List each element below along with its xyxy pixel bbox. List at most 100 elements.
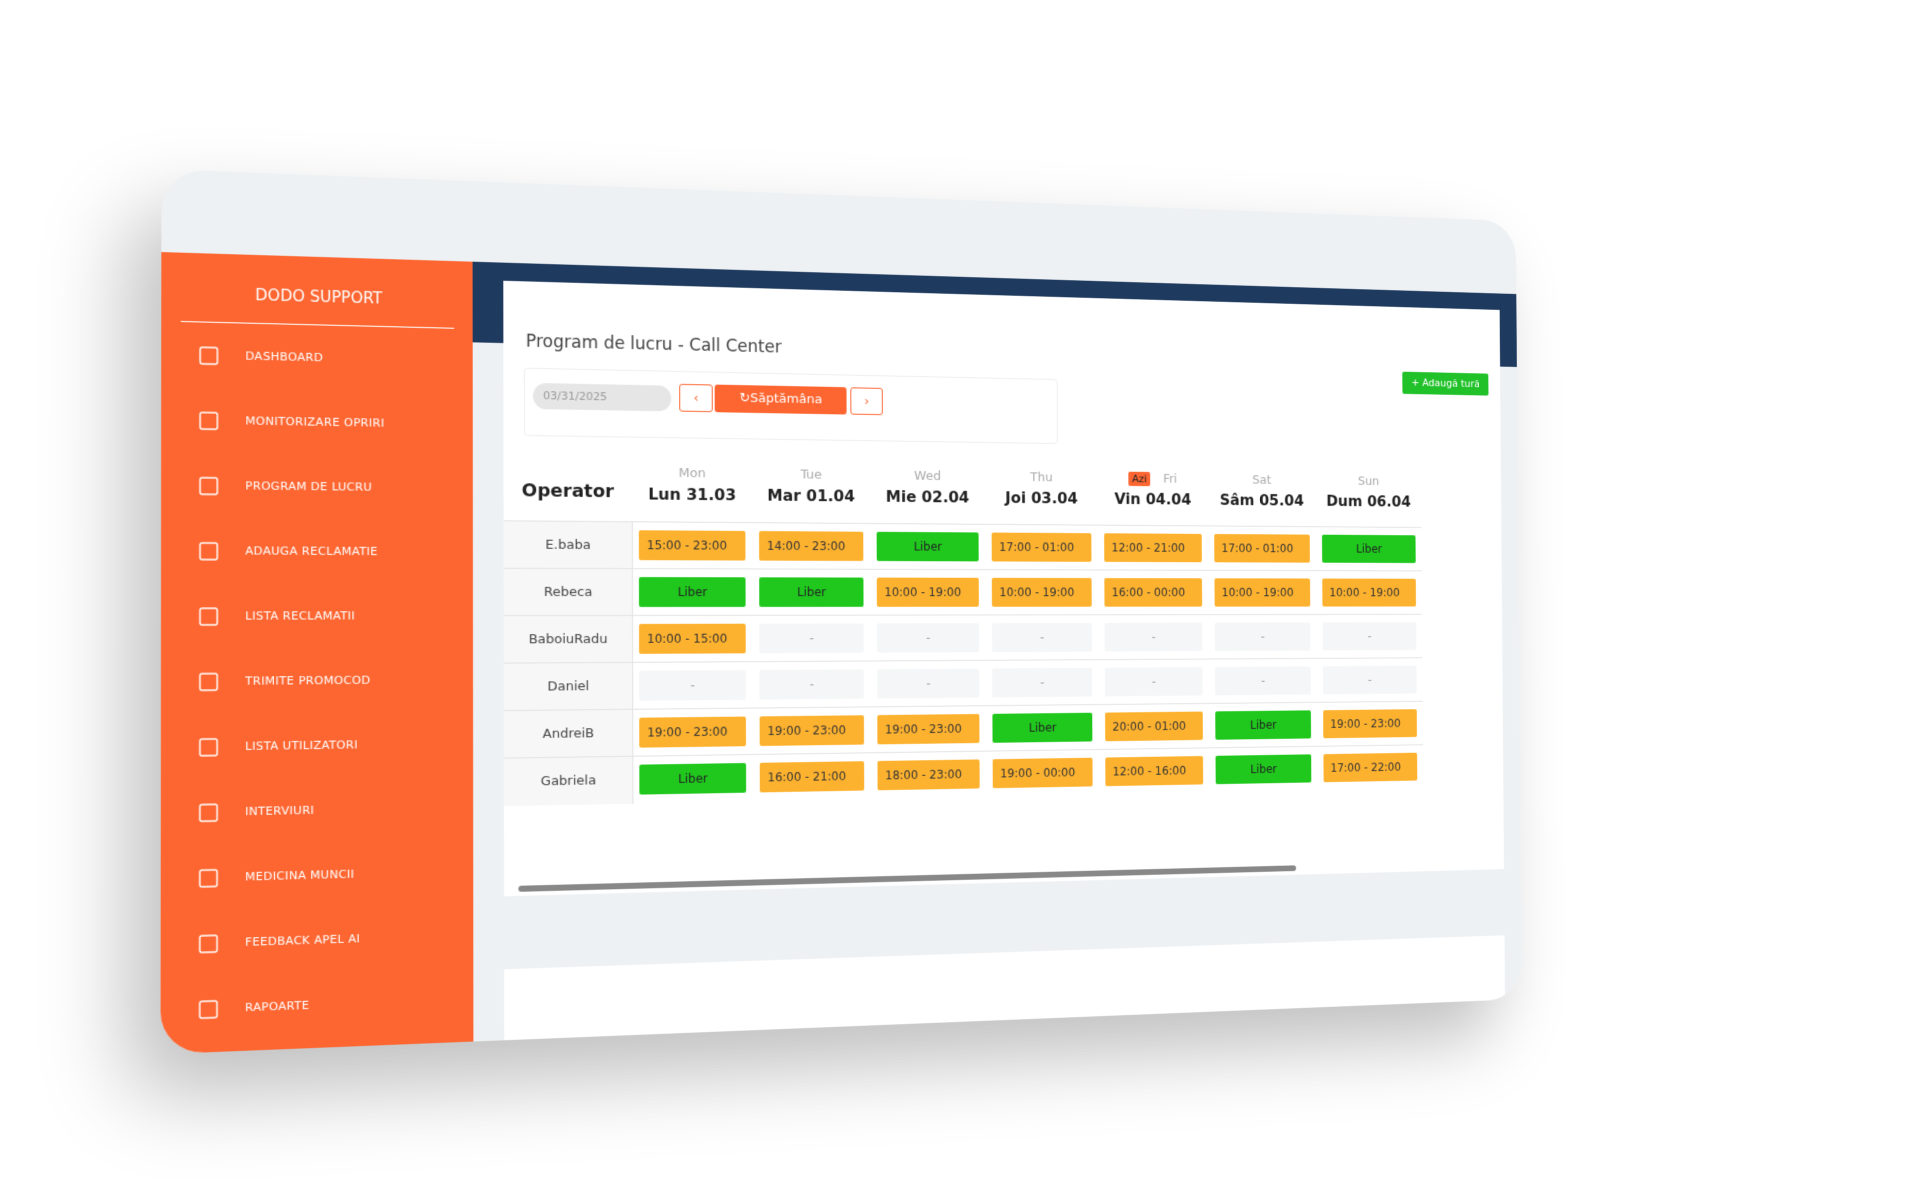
operator-name: Gabriela [503, 756, 634, 807]
day-en-text: Sun [1357, 474, 1380, 489]
shift-cell[interactable]: 19:00 - 00:00 [992, 757, 1093, 789]
operator-name: E.baba [503, 521, 633, 570]
current-week-label: Săptămâna curentă [750, 391, 823, 435]
menu-item[interactable]: FEEDBACK APEL AI [161, 903, 474, 978]
shift-cell[interactable]: - [992, 622, 1092, 653]
menu-item[interactable]: INTERVIURI [161, 775, 473, 846]
shift-cell[interactable]: Liber [1215, 754, 1312, 785]
shift-cell[interactable]: - [759, 669, 864, 700]
day-en: Mon [632, 465, 752, 481]
shift-cell[interactable]: - [759, 623, 864, 654]
day-en-text: Mon [678, 466, 706, 482]
menu-item[interactable]: MEDICINA MUNCII [161, 839, 474, 912]
operator-header: Operator [504, 452, 632, 521]
scrollbar[interactable] [518, 865, 1297, 892]
shift-cell[interactable]: - [1322, 622, 1417, 651]
menu-item[interactable]: RAPOARTE [161, 967, 474, 1043]
day-en-text: Tue [800, 467, 822, 483]
operator-name: AndreiB [503, 709, 634, 759]
menu-item[interactable]: LISTA RECLAMATII [161, 583, 473, 649]
shift-cell[interactable]: 19:00 - 23:00 [639, 716, 747, 748]
menu-item[interactable]: LISTA UTILIZATORI [161, 711, 473, 780]
shift-cell[interactable]: 20:00 - 01:00 [1105, 711, 1203, 742]
shift-cell[interactable]: Liber [759, 577, 864, 607]
day-en-text: Thu [1030, 470, 1053, 486]
shift-cell[interactable]: 14:00 - 23:00 [759, 531, 864, 561]
shift-cell[interactable]: Liber [1321, 534, 1416, 564]
menu-icon [196, 604, 222, 629]
shift-cell[interactable]: 17:00 - 01:00 [1214, 533, 1310, 563]
shift-cell[interactable]: 12:00 - 16:00 [1105, 756, 1204, 787]
schedule-panel: Program de lucru - Call Center + Adaugă … [503, 280, 1504, 897]
shift-cell[interactable]: Liber [876, 531, 979, 562]
sidebar: DODO SUPPORT DASHBOARD MONITORIZARE OPRIR… [160, 252, 474, 1055]
shift-cell[interactable]: Liber [639, 763, 747, 795]
menu-item[interactable]: TRIMITE PROMOCOD [161, 648, 473, 715]
today-badge: Azi [1128, 471, 1151, 487]
shift-cell[interactable]: 12:00 - 21:00 [1104, 533, 1202, 563]
shift-cell[interactable]: 15:00 - 23:00 [638, 530, 746, 561]
menu-label: ADAUGA RECLAMATIE [245, 544, 378, 559]
day-header: Mon Lun 31.03 [632, 454, 753, 523]
menu-icon [195, 930, 221, 956]
operator-name: Rebeca [503, 568, 634, 617]
menu-item[interactable]: ADAUGA RECLAMATIE [161, 518, 473, 584]
shift-cell[interactable]: 10:00 - 15:00 [639, 623, 746, 654]
stats-panel [504, 935, 1506, 1055]
shift-cell[interactable]: 10:00 - 19:00 [991, 577, 1092, 607]
shift-cell[interactable]: - [876, 623, 980, 653]
shift-cell[interactable]: - [639, 670, 746, 701]
shift-cell[interactable]: 17:00 - 01:00 [991, 532, 1092, 562]
day-label: Lun 31.03 [648, 484, 737, 505]
shift-cell[interactable]: - [992, 667, 1093, 698]
day-label: Dum 06.04 [1326, 491, 1411, 511]
menu-item[interactable]: PROGRAM DE LUCRU [161, 452, 473, 520]
shift-cell[interactable]: 10:00 - 19:00 [1214, 578, 1311, 607]
app-window: DODO SUPPORT DASHBOARD MONITORIZARE OPRIR… [160, 169, 1522, 1055]
menu-label: MONITORIZARE OPRIRI [245, 414, 385, 430]
menu-label: LISTA RECLAMATII [245, 609, 356, 623]
shift-cell[interactable]: 10:00 - 19:00 [876, 577, 979, 607]
menu-icon [196, 800, 222, 825]
add-shift-button[interactable]: + Adaugă tură [1402, 371, 1489, 396]
shift-cell[interactable]: - [1104, 667, 1203, 697]
schedule-row: BaboiuRadu 10:00 - 15:00- - - - - - [503, 613, 1423, 664]
day-label: Sâm 05.04 [1219, 490, 1304, 510]
shift-cell[interactable]: 19:00 - 23:00 [877, 713, 980, 745]
shift-cell[interactable]: 10:00 - 19:00 [1322, 578, 1417, 607]
menu-item[interactable]: MONITORIZARE OPRIRI [161, 387, 473, 457]
page-title: Program de lucru - Call Center [525, 331, 782, 358]
add-shift-label: Adaugă tură [1422, 376, 1480, 390]
day-en: Sat [1208, 473, 1316, 488]
shift-cell[interactable]: Liber [638, 577, 746, 607]
shift-cell[interactable]: 16:00 - 21:00 [759, 761, 865, 793]
current-week-button[interactable]: ↻Săptămâna curentă [714, 384, 847, 434]
menu-icon [196, 669, 222, 694]
menu-label: FEEDBACK APEL AI [245, 932, 361, 949]
menu-icon [196, 538, 222, 563]
shift-cell[interactable]: - [1214, 622, 1311, 651]
date-input[interactable]: 03/31/2025 [532, 382, 672, 412]
schedule-row: Rebeca Liber Liber 10:00 - 19:00 10:00 - 19:… [503, 567, 1423, 617]
next-week[interactable]: › [850, 387, 883, 416]
shift-cell[interactable]: 19:00 - 23:00 [759, 715, 865, 747]
menu-label: MEDICINA MUNCII [245, 867, 355, 884]
day-en-text: Fri [1163, 472, 1178, 487]
operator-name: BaboiuRadu [503, 615, 634, 664]
shift-cell[interactable]: - [1104, 622, 1203, 652]
shift-cell[interactable]: 18:00 - 23:00 [877, 759, 980, 791]
shift-cell[interactable]: - [1322, 665, 1417, 695]
shift-cell[interactable]: - [1215, 666, 1311, 696]
shift-cell[interactable]: Liber [1215, 710, 1312, 740]
menu-label: DASHBOARD [245, 349, 324, 365]
shift-cell[interactable]: 17:00 - 22:00 [1323, 752, 1418, 783]
shift-cell[interactable]: Liber [992, 712, 1093, 743]
shift-cell[interactable]: - [877, 668, 980, 699]
prev-week[interactable]: ‹ [679, 383, 713, 413]
shift-cell[interactable]: 19:00 - 23:00 [1323, 709, 1417, 739]
shift-cell[interactable]: 16:00 - 00:00 [1104, 578, 1203, 607]
menu-item[interactable]: DASHBOARD [161, 322, 473, 393]
day-label: Vin 04.04 [1114, 489, 1192, 509]
brand: DODO SUPPORT [180, 252, 455, 329]
